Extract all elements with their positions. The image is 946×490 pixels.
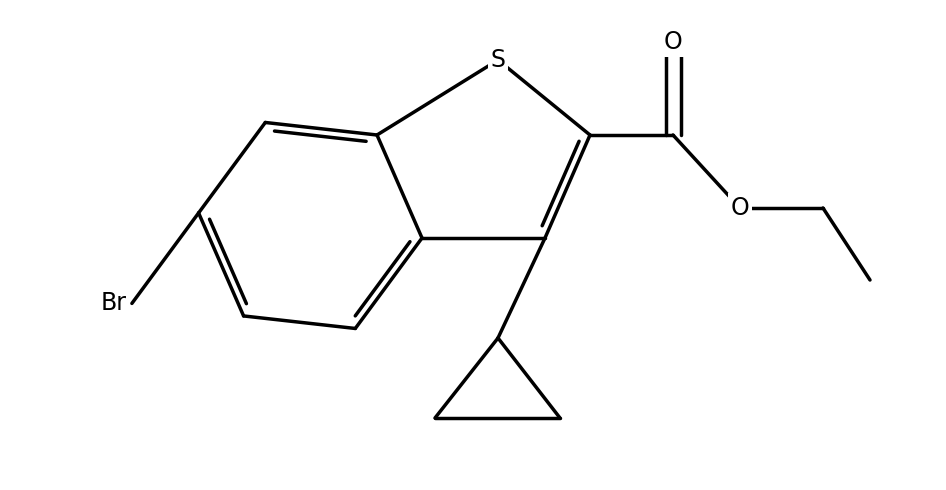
Text: Br: Br [101, 292, 127, 316]
Text: O: O [664, 30, 682, 54]
Text: S: S [490, 48, 505, 72]
Text: O: O [730, 196, 749, 220]
